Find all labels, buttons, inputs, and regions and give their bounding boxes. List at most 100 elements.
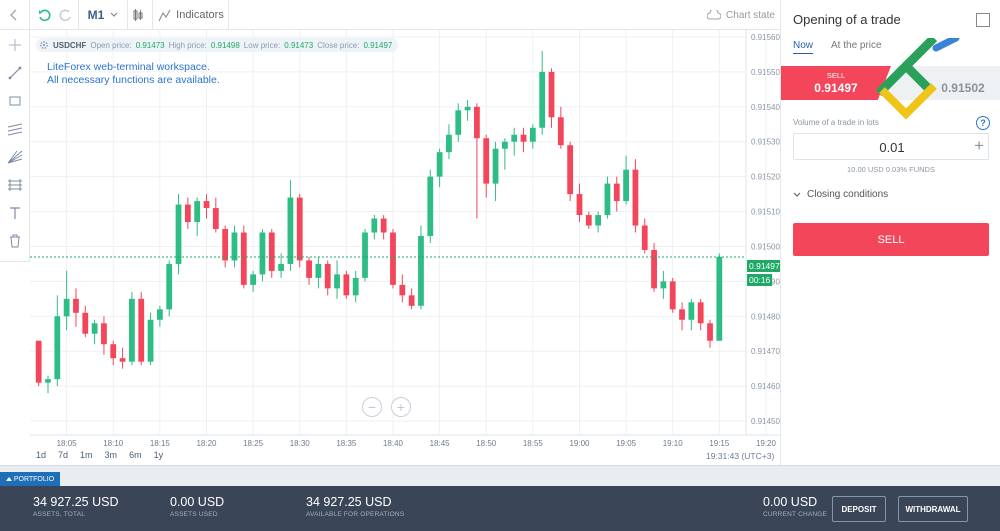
volume-input[interactable]: 0.01 + — [793, 133, 989, 160]
candle-body — [418, 235, 424, 306]
stat-assets-total: 34 927.25 USD ASSETS, TOTAL — [33, 495, 118, 518]
candle-body — [604, 183, 611, 216]
chevron-down-icon — [793, 192, 801, 197]
timeframe-label: M1 — [87, 8, 105, 22]
candle-body — [585, 215, 592, 226]
plus-icon[interactable]: + — [974, 136, 984, 155]
chevron-down-icon — [110, 12, 118, 17]
candle-body — [520, 134, 527, 142]
sell-price-box[interactable]: SELL 0.91497 — [781, 66, 891, 100]
candle-body — [101, 323, 107, 345]
time-axis-label: 18:40 — [383, 439, 404, 448]
trend-line-icon[interactable] — [5, 63, 25, 83]
candle-body — [529, 127, 536, 142]
stat-caption: AVAILABLE FOR OPERATIONS — [306, 511, 405, 518]
candle-body — [129, 298, 135, 362]
candle-type-icon[interactable] — [130, 0, 146, 30]
candle-body — [660, 281, 667, 289]
portfolio-tab[interactable]: PORTFOLIO — [0, 472, 60, 486]
timeframe-select[interactable]: M1 — [84, 0, 122, 30]
redo-icon[interactable] — [56, 0, 74, 30]
candlestick-chart[interactable]: 0.915600.915500.915400.915300.915200.915… — [30, 30, 780, 465]
candle-body — [511, 134, 518, 142]
candle-body — [82, 312, 89, 334]
drawing-tools — [0, 30, 30, 262]
candle-body — [259, 232, 266, 275]
candle-body — [483, 138, 490, 184]
candle-body — [184, 204, 191, 223]
candle-body — [240, 232, 247, 285]
workspace-note-line2: All necessary functions are available. — [47, 74, 220, 86]
zoom-out-button[interactable]: − — [362, 397, 382, 417]
back-arrow-icon[interactable] — [4, 0, 24, 30]
candle-body — [408, 295, 415, 306]
stat-value: 34 927.25 USD — [306, 495, 392, 509]
time-axis-label: 18:35 — [336, 439, 357, 448]
candle-body — [557, 117, 564, 146]
candle-body — [54, 316, 61, 380]
workspace-note-line1: LiteForex web-terminal workspace. — [47, 61, 210, 73]
time-axis-label: 18:55 — [523, 439, 544, 448]
candle-body — [268, 232, 275, 271]
time-axis-label: 19:15 — [709, 439, 730, 448]
period-1m[interactable]: 1m — [80, 450, 93, 460]
stat-assets-used: 0.00 USD ASSETS USED — [170, 495, 224, 518]
tab-now[interactable]: Now — [793, 40, 814, 54]
period-3m[interactable]: 3m — [104, 450, 118, 460]
candle-body — [567, 145, 574, 195]
candle-body — [91, 323, 98, 334]
tab-at-the-price[interactable]: At the price — [831, 40, 882, 51]
close-value: 0.91497 — [363, 40, 393, 50]
undo-icon[interactable] — [35, 0, 53, 30]
buy-box-price: 0.91502 — [941, 81, 985, 95]
candle-body — [287, 197, 294, 264]
workspace-note: LiteForex web-terminal workspace. All ne… — [47, 61, 220, 87]
candle-body — [436, 152, 443, 177]
period-1d[interactable]: 1d — [36, 450, 47, 460]
crosshair-icon[interactable] — [5, 35, 25, 55]
period-6m[interactable]: 6m — [129, 450, 142, 460]
candle-body — [632, 169, 639, 226]
help-icon[interactable]: ? — [976, 116, 990, 130]
candle-body — [147, 319, 154, 362]
server-clock: 19:31:43 (UTC+3) — [706, 451, 775, 461]
plus-icon: + — [396, 399, 406, 415]
indicators-button[interactable]: Indicators — [158, 0, 224, 30]
sell-button[interactable]: SELL — [793, 223, 989, 256]
zoom-in-button[interactable]: + — [391, 397, 411, 417]
time-axis-label: 18:10 — [103, 439, 124, 448]
chart-state-button[interactable]: Chart state — [705, 0, 777, 30]
candle-body — [45, 379, 51, 383]
trash-icon[interactable] — [5, 231, 25, 251]
stat-value: 0.00 USD — [170, 495, 225, 509]
sell-box-label: SELL — [826, 71, 846, 80]
text-tool-icon[interactable] — [5, 203, 25, 223]
price-chart[interactable]: 0.915600.915500.915400.915300.915200.915… — [30, 30, 780, 465]
settings-gear-icon[interactable] — [39, 40, 49, 50]
withdrawal-button[interactable]: WITHDRAWAL — [898, 496, 968, 522]
fibonacci-levels-icon[interactable] — [5, 175, 25, 195]
fibonacci-fan-icon[interactable] — [5, 147, 25, 167]
account-bar: 34 927.25 USD ASSETS, TOTAL 0.00 USD ASS… — [0, 486, 1000, 531]
candle-body — [651, 249, 657, 289]
stat-value: 34 927.25 USD — [33, 495, 119, 509]
candle-body — [679, 309, 685, 320]
candle-timer-tag: 00:16 — [747, 274, 773, 286]
expand-icon[interactable] — [976, 13, 990, 27]
channel-tool-icon[interactable] — [5, 119, 25, 139]
candle-body — [399, 284, 406, 296]
candle-body — [548, 71, 555, 118]
candle-body — [156, 309, 163, 320]
deposit-button[interactable]: DEPOSIT — [832, 496, 886, 522]
high-label: High price: — [168, 40, 207, 50]
candle-body — [464, 106, 471, 111]
period-1y[interactable]: 1y — [153, 450, 164, 460]
closing-conditions-toggle[interactable]: Closing conditions — [793, 189, 888, 200]
period-selector: 1d 7d 1m 3m 6m 1y — [36, 450, 163, 460]
candle-body — [63, 298, 70, 317]
candle-body — [306, 260, 312, 278]
rectangle-tool-icon[interactable] — [5, 91, 25, 111]
liteforex-logo-icon — [876, 38, 960, 120]
period-7d[interactable]: 7d — [58, 450, 69, 460]
candle-body — [380, 218, 387, 233]
